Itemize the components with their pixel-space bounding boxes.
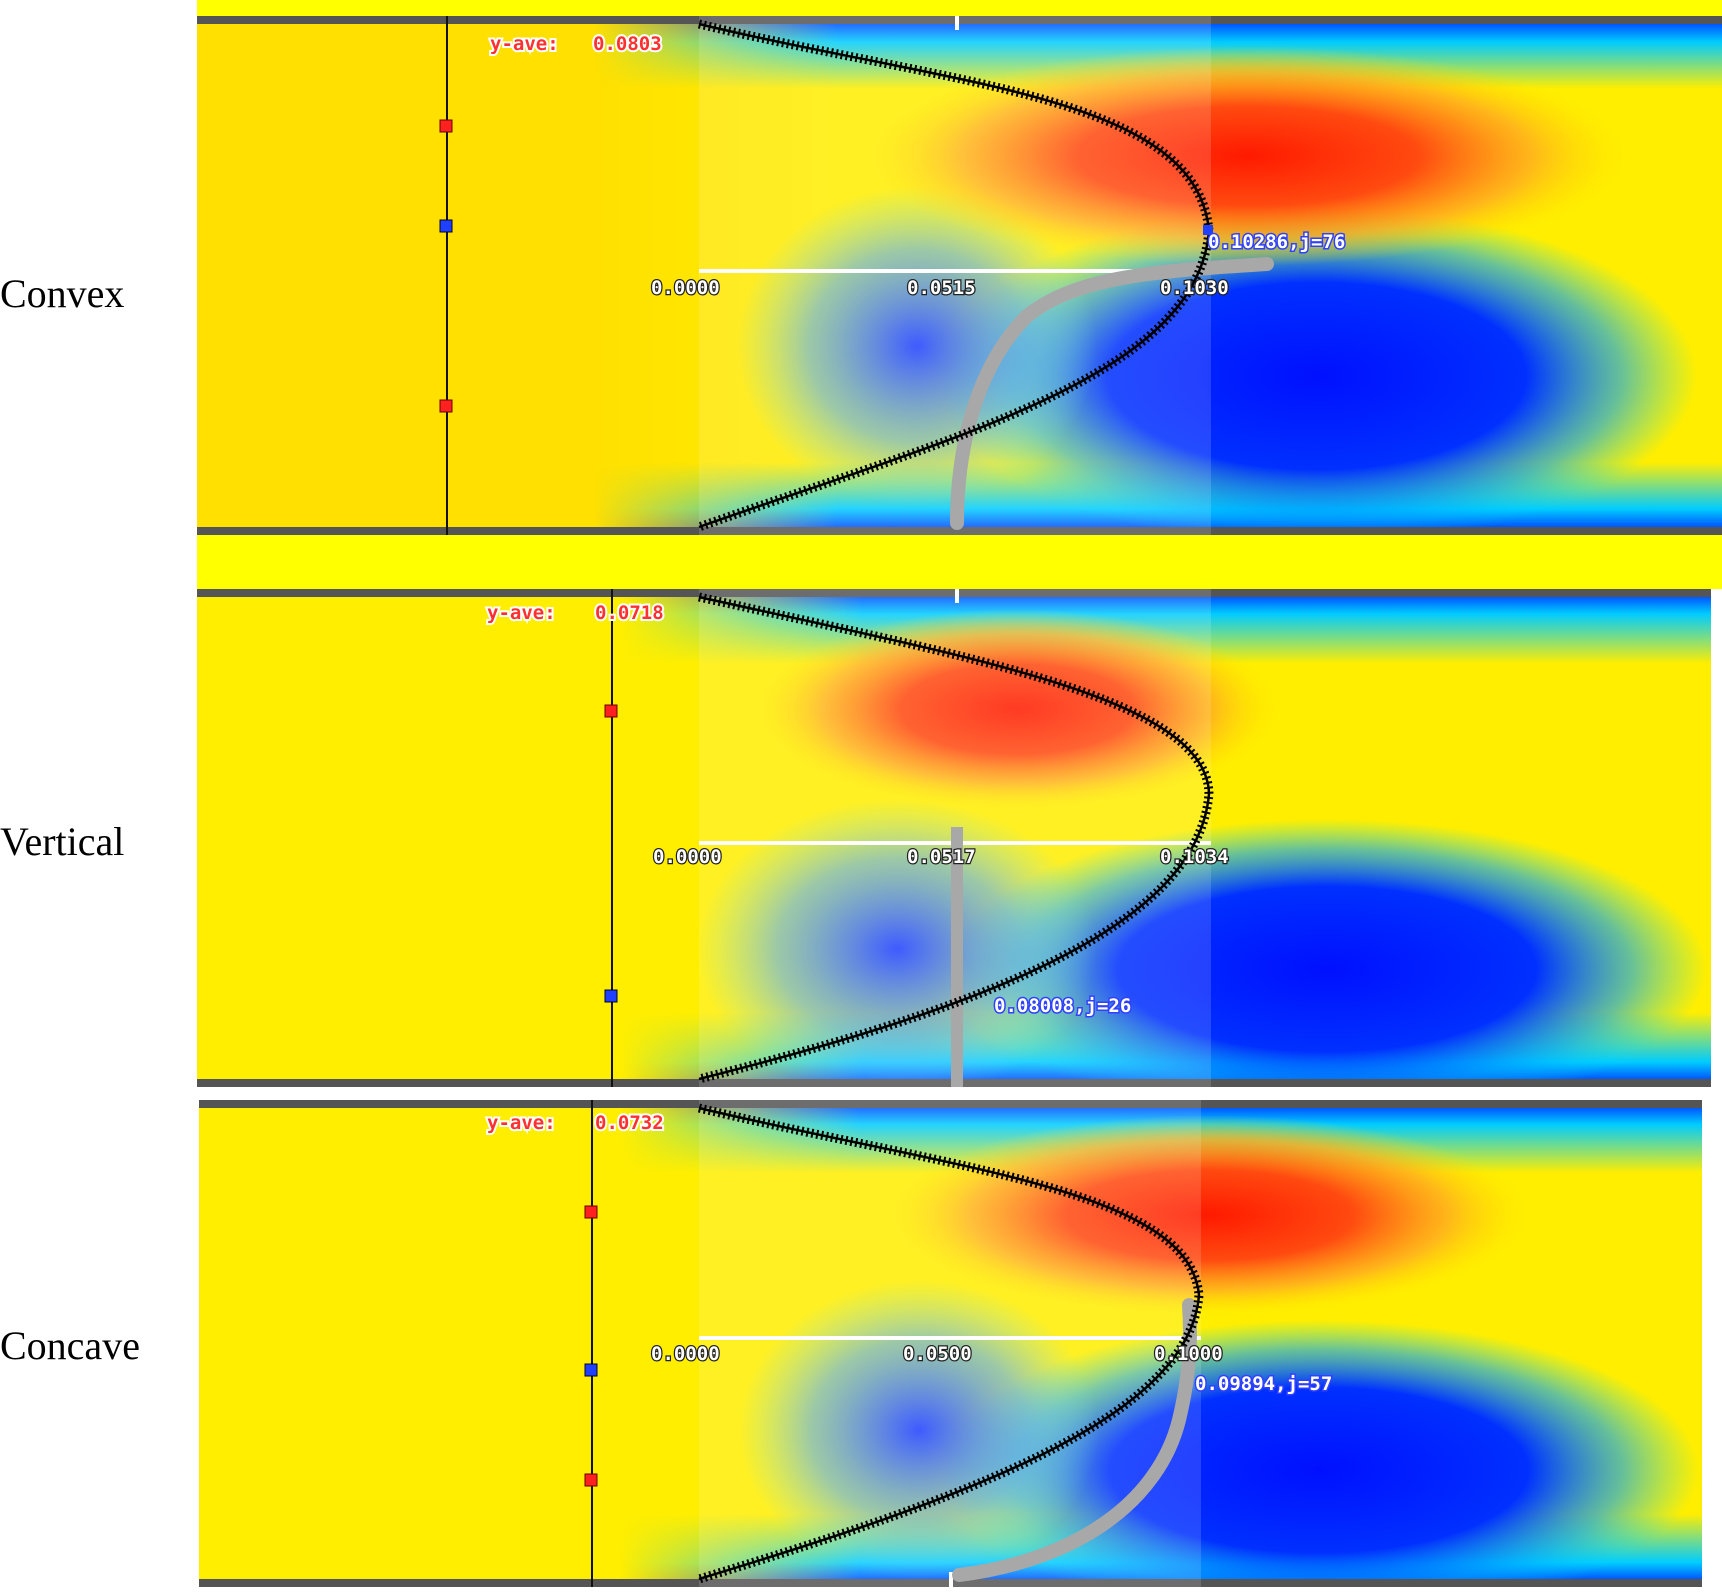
- axis-tick-label: 0.1000: [1154, 1343, 1223, 1365]
- yave-value: 0.0803: [593, 33, 662, 55]
- probe-marker-red: [604, 704, 618, 718]
- probe-marker-red: [439, 399, 453, 413]
- row-label-concave: Concave: [0, 1323, 140, 1368]
- vertical-panel: y-ave: 0.0718 0.0000 0.0517 0.1034 0.080…: [197, 589, 1711, 1087]
- vertical-field-plot: y-ave: 0.0718 0.0000 0.0517 0.1034 0.080…: [197, 589, 1711, 1087]
- axis-tick-label: 0.0515: [907, 277, 976, 299]
- convex-panel: y-ave: 0.0803 0.0000 0.0515 0.1030 0.102…: [197, 16, 1722, 535]
- yave-prefix: y-ave:: [487, 602, 556, 624]
- yave-prefix: y-ave:: [487, 1112, 556, 1134]
- profile-point-label: 0.09894,j=57: [1195, 1373, 1332, 1395]
- axis-tick-label: 0.0500: [903, 1343, 972, 1365]
- profile-point-label: 0.10286,j=76: [1208, 231, 1345, 253]
- row-label-convex: Convex: [0, 271, 125, 316]
- probe-marker-blue: [604, 989, 618, 1003]
- probe-marker-red: [584, 1205, 598, 1219]
- probe-marker-blue: [584, 1363, 598, 1377]
- yave-value: 0.0732: [595, 1112, 664, 1134]
- probe-marker-red: [439, 119, 453, 133]
- concave-field-plot: y-ave: 0.0732 0.0000 0.0500 0.1000 0.098…: [199, 1100, 1702, 1587]
- profile-point-marker: [1203, 225, 1213, 235]
- axis-tick-label: 0.0000: [653, 846, 722, 868]
- axis-tick-label: 0.0517: [907, 846, 976, 868]
- row-label-vertical: Vertical: [0, 819, 125, 864]
- yave-prefix: y-ave:: [490, 33, 559, 55]
- gray-profile-curve: [952, 1298, 1197, 1582]
- gray-profile-curve: [950, 257, 1274, 530]
- concave-panel: y-ave: 0.0732 0.0000 0.0500 0.1000 0.098…: [199, 1100, 1702, 1587]
- axis-tick-label: 0.0000: [651, 1343, 720, 1365]
- top-yellow-band: [197, 0, 1722, 16]
- axis-tick-label: 0.0000: [651, 277, 720, 299]
- velocity-profile-curve: [698, 595, 1211, 1081]
- probe-marker-blue: [439, 219, 453, 233]
- middle-yellow-band: [197, 535, 1722, 589]
- axis-tick-label: 0.1034: [1160, 846, 1229, 868]
- profile-point-label: 0.08008,j=26: [994, 995, 1131, 1017]
- yave-value: 0.0718: [595, 602, 664, 624]
- probe-marker-red: [584, 1473, 598, 1487]
- axis-tick-label: 0.1030: [1160, 277, 1229, 299]
- velocity-profile-curve: [698, 1106, 1201, 1581]
- convex-field-plot: y-ave: 0.0803 0.0000 0.0515 0.1030 0.102…: [197, 16, 1722, 535]
